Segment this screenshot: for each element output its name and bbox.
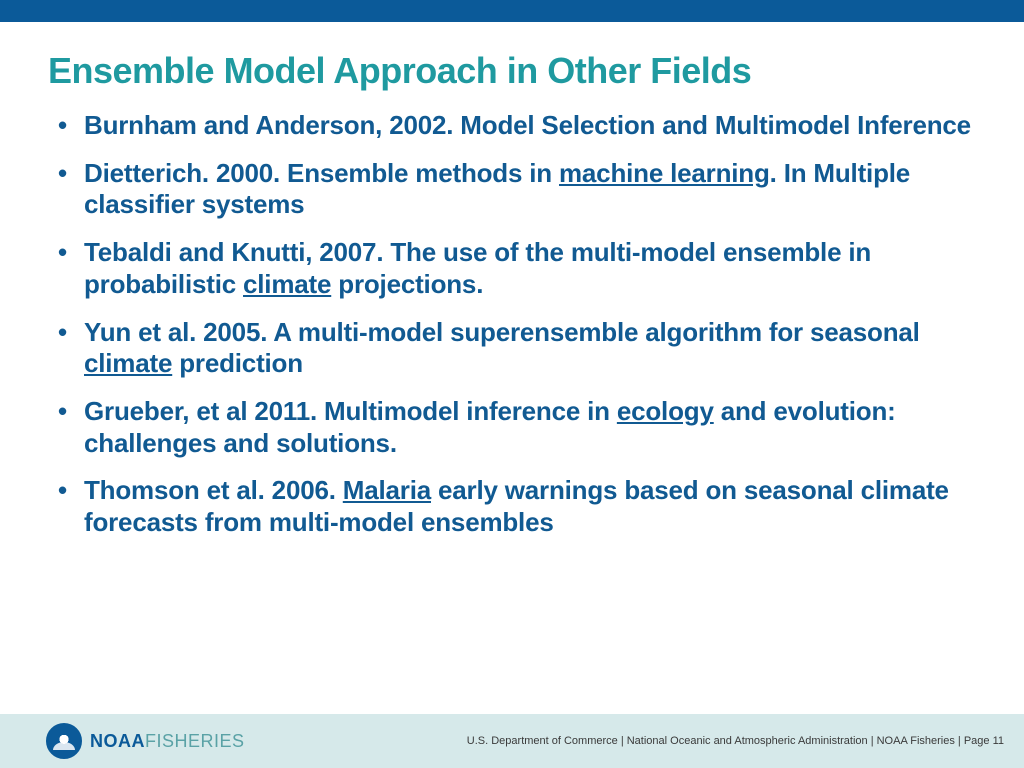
slide-title: Ensemble Model Approach in Other Fields xyxy=(48,50,976,92)
list-item: Yun et al. 2005. A multi-model superense… xyxy=(48,317,976,380)
list-item: Dietterich. 2000. Ensemble methods in ma… xyxy=(48,158,976,221)
noaa-logo: NOAAFISHERIES xyxy=(46,723,245,759)
list-item: Tebaldi and Knutti, 2007. The use of the… xyxy=(48,237,976,300)
logo-text: NOAAFISHERIES xyxy=(90,731,245,752)
footer-attribution: U.S. Department of Commerce | National O… xyxy=(467,735,1004,747)
bullet-list: Burnham and Anderson, 2002. Model Select… xyxy=(48,110,976,539)
list-item: Grueber, et al 2011. Multimodel inferenc… xyxy=(48,396,976,459)
list-item: Thomson et al. 2006. Malaria early warni… xyxy=(48,475,976,538)
slide-content: Ensemble Model Approach in Other Fields … xyxy=(0,22,1024,539)
slide-footer: NOAAFISHERIES U.S. Department of Commerc… xyxy=(0,714,1024,768)
list-item: Burnham and Anderson, 2002. Model Select… xyxy=(48,110,976,142)
noaa-seal-icon xyxy=(46,723,82,759)
top-accent-bar xyxy=(0,0,1024,22)
